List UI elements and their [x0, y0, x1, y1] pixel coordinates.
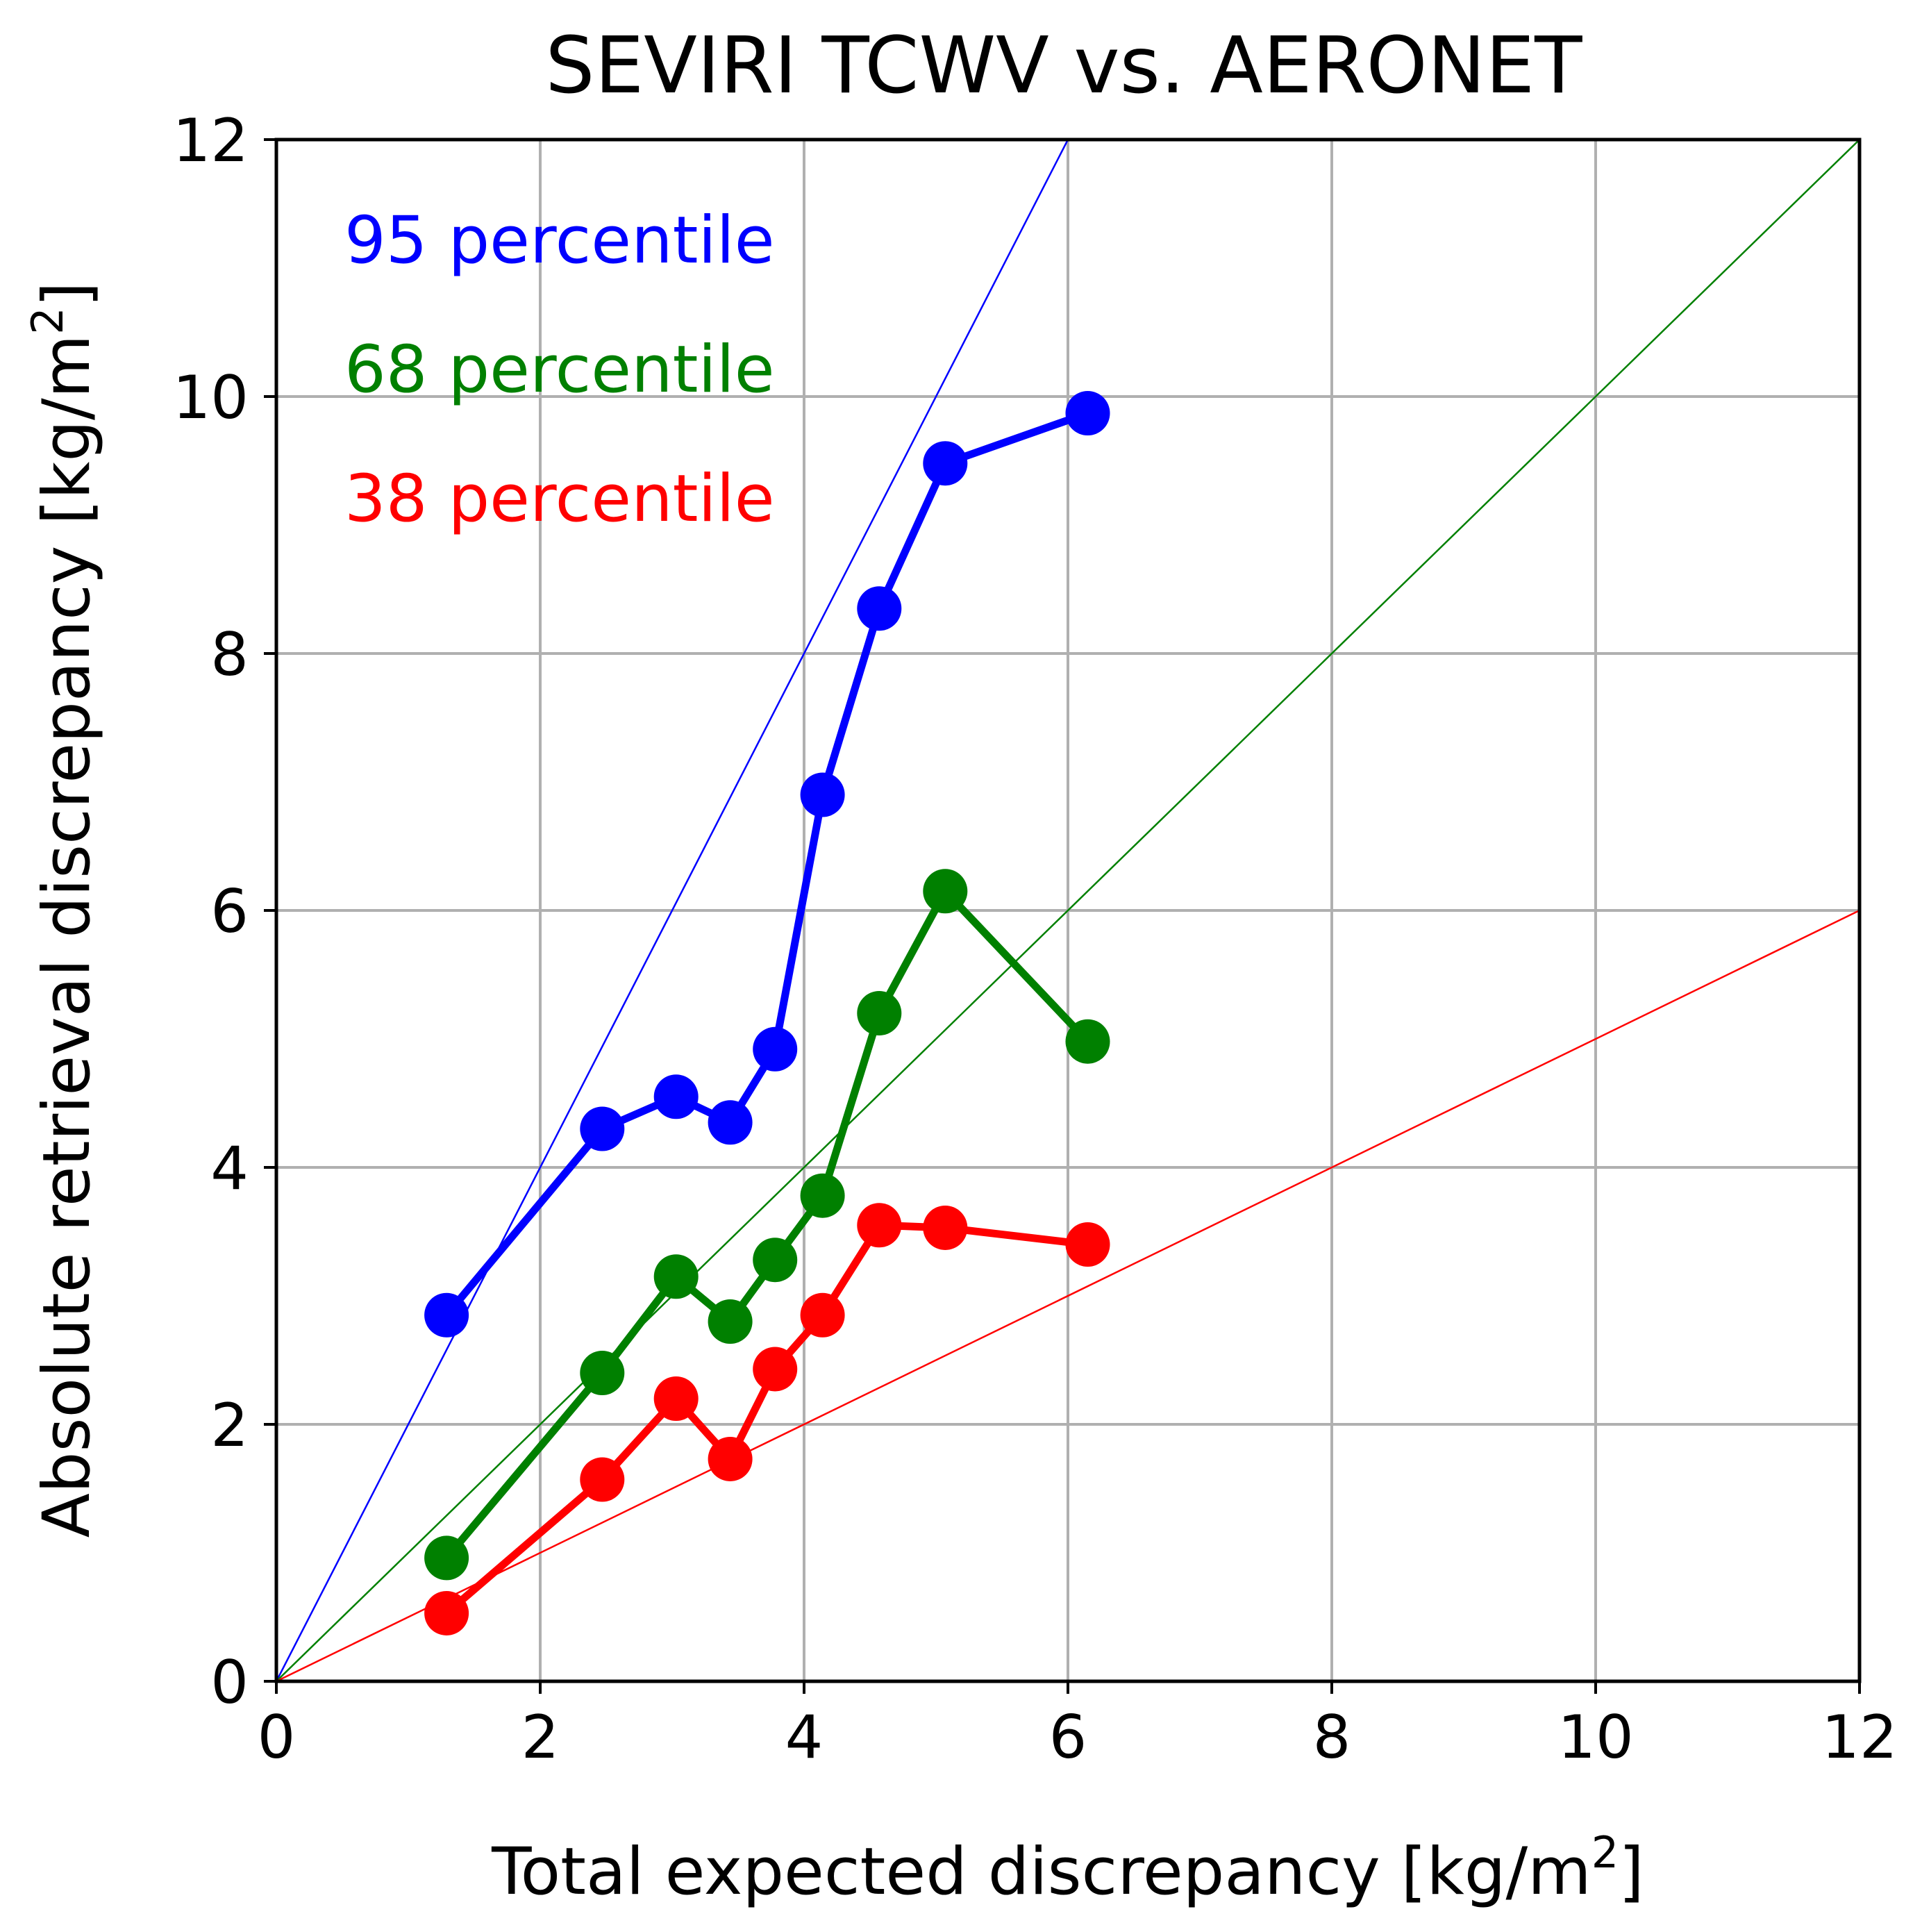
data-point [923, 441, 968, 486]
chart-title: SEVIRI TCWV vs. AERONET [545, 21, 1582, 111]
y-tick-label: 4 [210, 1134, 249, 1204]
data-point [753, 1238, 798, 1283]
y-tick-label: 10 [173, 363, 249, 433]
x-tick-label: 0 [258, 1703, 296, 1772]
x-tick-label: 10 [1557, 1703, 1633, 1772]
data-point [857, 991, 902, 1035]
data-point [923, 1205, 968, 1250]
data-point [708, 1100, 753, 1145]
y-tick-label: 2 [210, 1391, 249, 1460]
y-axis-label-superscript: 2 [22, 307, 73, 334]
data-point [753, 1026, 798, 1072]
x-tick-label: 8 [1313, 1703, 1351, 1772]
data-point [753, 1347, 798, 1392]
data-point [857, 1203, 902, 1248]
axis-ticks [264, 138, 1861, 1694]
y-tick-label: 0 [210, 1648, 249, 1717]
data-point [1065, 1019, 1110, 1064]
data-point [708, 1299, 753, 1344]
legend: 95 percentile 68 percentile 38 percentile [344, 203, 775, 537]
legend-entry: 68 percentile [344, 332, 775, 408]
x-tick-label: 4 [785, 1703, 824, 1772]
y-axis-label: Absolute retrieval discrepancy [kg/m2] [22, 282, 105, 1538]
x-tick-label: 6 [1049, 1703, 1087, 1772]
x-axis-label-superscript: 2 [1591, 1827, 1619, 1878]
legend-entry: 38 percentile [344, 461, 775, 537]
data-point [1065, 391, 1110, 436]
reference-line [276, 909, 1860, 1681]
tick-labels: 0 2 4 6 8 10 12 0 2 4 6 8 10 12 [173, 106, 1898, 1772]
data-point [923, 869, 968, 914]
data-point [653, 1074, 699, 1119]
reference-line [276, 140, 1069, 1681]
data-point [580, 1457, 625, 1502]
data-point [580, 1351, 625, 1395]
y-axis-label-end: ] [29, 282, 105, 308]
data-point [708, 1436, 753, 1481]
data-point [424, 1292, 469, 1338]
x-tick-label: 2 [521, 1703, 560, 1772]
data-point [857, 586, 902, 631]
data-point [424, 1535, 469, 1581]
data-point [653, 1254, 699, 1299]
reference-lines [276, 140, 1860, 1681]
y-tick-label: 8 [210, 620, 249, 690]
data-point [1065, 1222, 1110, 1267]
y-tick-label: 12 [173, 106, 249, 176]
data-point [424, 1590, 469, 1635]
data-point [800, 1292, 845, 1338]
data-points [424, 391, 1110, 1635]
data-point [580, 1106, 625, 1151]
legend-entry: 95 percentile [344, 203, 775, 278]
x-tick-label: 12 [1821, 1703, 1897, 1772]
x-axis-label: Total expected discrepancy [kg/m2] [491, 1827, 1644, 1910]
x-axis-label-end: ] [1619, 1834, 1644, 1910]
data-point [800, 772, 845, 817]
reference-line [276, 140, 1860, 1681]
data-point [653, 1376, 699, 1421]
y-tick-label: 6 [210, 877, 249, 947]
data-point [800, 1173, 845, 1218]
